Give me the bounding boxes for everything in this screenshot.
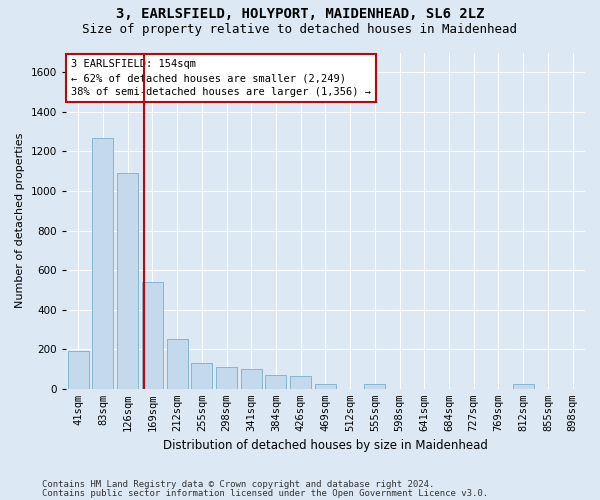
Bar xyxy=(68,351,89,389)
Bar xyxy=(265,375,286,389)
Bar xyxy=(142,282,163,389)
Bar xyxy=(241,369,262,389)
Bar xyxy=(315,384,336,389)
Bar xyxy=(216,367,237,389)
Bar xyxy=(167,340,188,389)
Bar xyxy=(117,173,138,389)
Bar xyxy=(364,384,385,389)
Text: Contains HM Land Registry data © Crown copyright and database right 2024.: Contains HM Land Registry data © Crown c… xyxy=(42,480,434,489)
Bar xyxy=(92,138,113,389)
Text: Size of property relative to detached houses in Maidenhead: Size of property relative to detached ho… xyxy=(83,22,517,36)
Text: Contains public sector information licensed under the Open Government Licence v3: Contains public sector information licen… xyxy=(42,489,488,498)
Bar xyxy=(290,376,311,389)
Text: 3 EARLSFIELD: 154sqm
← 62% of detached houses are smaller (2,249)
38% of semi-de: 3 EARLSFIELD: 154sqm ← 62% of detached h… xyxy=(71,59,371,97)
Bar xyxy=(191,363,212,389)
Bar xyxy=(512,384,534,389)
Y-axis label: Number of detached properties: Number of detached properties xyxy=(15,133,25,308)
X-axis label: Distribution of detached houses by size in Maidenhead: Distribution of detached houses by size … xyxy=(163,440,488,452)
Text: 3, EARLSFIELD, HOLYPORT, MAIDENHEAD, SL6 2LZ: 3, EARLSFIELD, HOLYPORT, MAIDENHEAD, SL6… xyxy=(116,8,484,22)
